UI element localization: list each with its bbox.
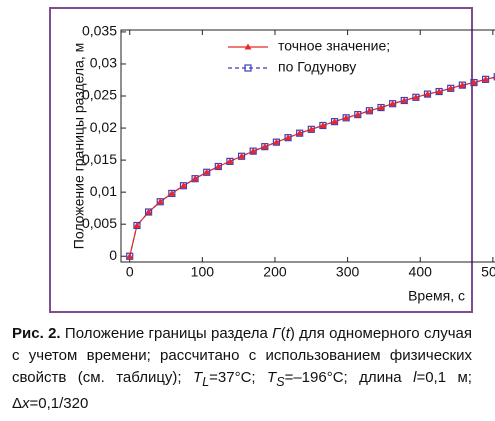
legend-label: точное значение; xyxy=(278,38,390,54)
caption-text: T xyxy=(267,369,277,386)
chart: Положение границы раздела, м Время, с 00… xyxy=(49,7,495,313)
point xyxy=(214,163,222,170)
caption-text: Положение границы раздела xyxy=(60,325,273,342)
caption-text: ( xyxy=(280,325,286,342)
x-tick-label: 200 xyxy=(263,264,287,280)
caption: Рис. 2. Положение границы раздела Γ(t) д… xyxy=(12,323,472,415)
caption-text: l xyxy=(413,369,417,386)
point xyxy=(179,182,187,189)
legend-marker xyxy=(244,64,252,72)
point xyxy=(284,134,292,141)
legend-marker xyxy=(244,43,252,50)
point xyxy=(354,111,362,118)
point xyxy=(389,100,397,107)
point xyxy=(400,96,408,103)
x-tick-label: 0 xyxy=(126,264,134,280)
point xyxy=(261,143,269,150)
y-tick-label: 0,01 xyxy=(90,183,117,199)
point xyxy=(226,157,234,164)
point xyxy=(145,208,153,215)
point xyxy=(156,198,164,205)
point xyxy=(342,114,350,121)
point xyxy=(447,84,455,91)
caption-text: ) для одномерного случая с учетом времен… xyxy=(12,325,473,386)
point xyxy=(365,107,373,114)
point xyxy=(191,175,199,182)
point xyxy=(296,129,304,136)
point xyxy=(126,252,134,259)
point xyxy=(307,125,315,132)
point xyxy=(493,73,495,81)
point xyxy=(249,147,257,154)
point xyxy=(423,90,431,97)
legend-label: по Годунову xyxy=(278,59,356,75)
x-tick-label: 300 xyxy=(336,264,360,280)
series-line xyxy=(129,76,495,257)
caption-text: =0,1 м; Δ xyxy=(12,369,472,412)
caption-text: L xyxy=(202,375,210,389)
caption-text: T xyxy=(193,369,203,386)
x-tick-label: 400 xyxy=(409,264,433,280)
caption-label: Рис. 2. xyxy=(12,325,61,342)
caption-text: =37°C; xyxy=(209,369,268,386)
point xyxy=(133,221,141,228)
point xyxy=(435,88,443,95)
y-axis-label: Положение границы раздела, м xyxy=(71,43,87,249)
point xyxy=(331,118,339,125)
point xyxy=(470,79,478,86)
caption-text: =0,1/320 xyxy=(29,395,89,412)
caption-text: x xyxy=(22,395,30,412)
caption-text: t xyxy=(285,325,290,342)
x-axis-label: Время, с xyxy=(408,288,465,304)
point xyxy=(319,121,327,128)
point xyxy=(377,104,385,111)
point xyxy=(238,152,246,159)
y-tick-label: 0,005 xyxy=(82,215,117,231)
plot-frame xyxy=(120,29,495,263)
point xyxy=(168,189,176,196)
caption-text: S xyxy=(276,375,285,389)
y-tick-label: 0,02 xyxy=(90,119,117,135)
point xyxy=(458,81,466,88)
caption-text: =–196°C; длина xyxy=(284,369,414,386)
point xyxy=(412,93,420,100)
y-tick-label: 0,025 xyxy=(82,87,117,103)
point xyxy=(482,75,490,82)
caption-text: Γ xyxy=(272,325,281,342)
x-tick-label: 500 xyxy=(481,264,495,280)
y-tick-label: 0 xyxy=(109,247,117,263)
y-tick-label: 0,015 xyxy=(82,151,117,167)
series-line xyxy=(129,76,495,257)
y-tick-label: 0,035 xyxy=(82,23,117,39)
chart-border xyxy=(49,7,473,313)
x-tick-label: 100 xyxy=(191,264,215,280)
point xyxy=(203,168,211,175)
y-tick-label: 0,03 xyxy=(90,55,117,71)
point xyxy=(272,138,280,145)
